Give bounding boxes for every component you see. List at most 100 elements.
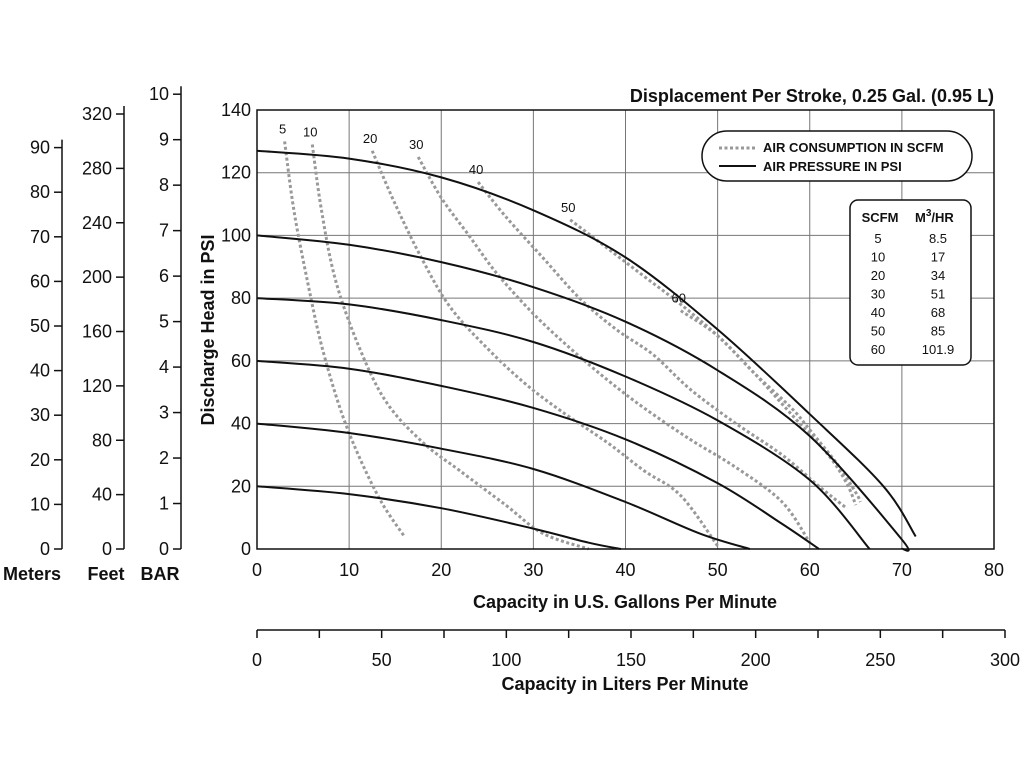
scfm-cell: 20 [871,268,885,283]
secondary-tick-label: 1 [159,494,169,514]
pressure-curve-1 [256,422,751,550]
secondary-axis-label: BAR [141,564,180,584]
secondary-tick-label: 70 [30,227,50,247]
scfm-table-box [849,199,972,366]
secondary-tick-label: 0 [159,539,169,559]
pressure-curve-3 [256,297,871,550]
y-tick-label: 140 [221,100,251,120]
legend: AIR CONSUMPTION IN SCFM AIR PRESSURE IN … [701,130,973,182]
secondary-tick-label: 280 [82,158,112,178]
secondary-tick-label: 8 [159,175,169,195]
y-tick-label: 0 [241,539,251,559]
secondary-axis-label: Meters [3,564,61,584]
secondary-tick-label: 40 [92,485,112,505]
x-tick-label: 10 [339,560,359,580]
legend-air-consumption: AIR CONSUMPTION IN SCFM [763,140,944,155]
secondary-tick-label: 2 [159,448,169,468]
x-tick-label: 50 [708,560,728,580]
legend-box [701,130,973,182]
secondary-tick-label: 0 [102,539,112,559]
secondary-tick-label: 90 [30,138,50,158]
scfm-table: SCFM M3/HR 5 8.5 10 17 20 34 30 51 40 68 50 85 60 101… [849,199,972,366]
m3hr-cell: 101.9 [922,342,955,357]
x-tick-label: 60 [800,560,820,580]
secondary-axes: 0102030405060708090Meters040801201602002… [3,84,182,584]
air-curve-10 [310,144,590,551]
secondary-tick-label: 3 [159,403,169,423]
secondary-tick-label: 200 [82,267,112,287]
pressure-curve-2 [256,359,820,550]
pressure-curve-4 [256,234,910,552]
y-axis-label: Discharge Head in PSI [198,234,218,425]
secondary-tick-label: 9 [159,130,169,150]
air-curve-label-40: 40 [469,162,483,177]
secondary-tick-label: 60 [30,271,50,291]
secondary-tick-label: 5 [159,312,169,332]
x-tick-label: 80 [984,560,1004,580]
air-pressure-curves [256,149,917,552]
air-curve-labels: 5 10 20 30 40 50 60 [279,121,686,305]
secondary-tick-label: 120 [82,376,112,396]
secondary-tick-label: 4 [159,357,169,377]
x2-tick-label: 0 [252,650,262,670]
y-tick-label: 120 [221,163,251,183]
secondary-tick-label: 80 [30,182,50,202]
x2-tick-label: 250 [865,650,895,670]
liters-axis-ticks: 0 50 100 150 200 250 300 [252,630,1020,670]
x-axis-label: Capacity in U.S. Gallons Per Minute [473,592,777,612]
scfm-cell: 40 [871,305,885,320]
x2-tick-label: 150 [616,650,646,670]
x-tick-label: 40 [615,560,635,580]
air-curve-label-20: 20 [363,131,377,146]
x-tick-label: 70 [892,560,912,580]
grid-layer: 0 10 20 30 40 50 60 70 80 0 20 40 60 80 100 120 140 [221,100,1004,580]
secondary-tick-label: 7 [159,221,169,241]
y-tick-label: 20 [231,476,251,496]
m3hr-cell: 8.5 [929,231,947,246]
air-curve-30 [416,156,812,544]
chart-title: Displacement Per Stroke, 0.25 Gal. (0.95… [630,86,994,106]
secondary-tick-label: 80 [92,430,112,450]
secondary-tick-label: 0 [40,539,50,559]
x2-axis-label: Capacity in Liters Per Minute [501,674,748,694]
secondary-tick-label: 240 [82,213,112,233]
scfm-cell: 50 [871,324,885,339]
air-curve-label-10: 10 [303,124,317,139]
y-tick-label: 60 [231,351,251,371]
pressure-curve-0 [256,485,622,550]
x-tick-label: 20 [431,560,451,580]
x2-tick-label: 50 [372,650,392,670]
air-curve-label-5: 5 [279,121,286,136]
air-curve-label-50: 50 [561,200,575,215]
y-tick-label: 100 [221,225,251,245]
secondary-tick-label: 6 [159,266,169,286]
m3hr-cell: 51 [931,287,945,302]
air-curve-label-30: 30 [409,137,423,152]
y-tick-label: 40 [231,414,251,434]
scfm-cell: 10 [871,250,885,265]
plot-frame [256,109,995,550]
air-curve-60 [679,309,862,503]
air-curve-5 [283,141,406,538]
secondary-axis-label: Feet [87,564,124,584]
air-curve-40 [476,181,848,510]
m3hr-cell: 68 [931,305,945,320]
scfm-cell: 30 [871,287,885,302]
air-curve-label-60: 60 [672,291,686,306]
scfm-header: SCFM [862,210,899,225]
air-curve-20 [370,150,719,547]
scfm-cell: 60 [871,342,885,357]
x-tick-label: 0 [252,560,262,580]
secondary-tick-label: 20 [30,450,50,470]
secondary-tick-label: 40 [30,361,50,381]
air-consumption-curves [283,141,862,551]
legend-air-pressure: AIR PRESSURE IN PSI [763,159,902,174]
m3hr-cell: 85 [931,324,945,339]
x2-tick-label: 300 [990,650,1020,670]
x2-tick-label: 100 [491,650,521,670]
secondary-tick-label: 10 [149,84,169,104]
y-tick-label: 80 [231,288,251,308]
secondary-tick-label: 30 [30,405,50,425]
m3hr-header: M3/HR [915,208,954,225]
